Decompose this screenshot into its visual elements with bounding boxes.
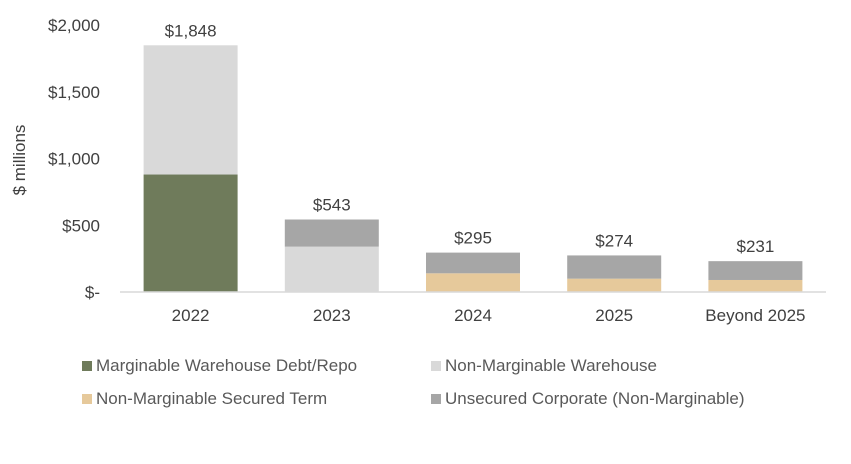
legend: Marginable Warehouse Debt/Repo Non-Margi… <box>82 356 842 420</box>
total-label: $1,848 <box>165 21 217 40</box>
bars <box>143 45 803 292</box>
x-tick-label: 2024 <box>454 306 492 325</box>
legend-label: Non-Marginable Warehouse <box>445 356 657 375</box>
x-tick-label: 2025 <box>595 306 633 325</box>
total-label: $543 <box>313 196 351 215</box>
total-label: $295 <box>454 229 492 248</box>
bar-segment <box>284 219 379 247</box>
y-tick-label: $2,000 <box>48 16 100 35</box>
y-tick-label: $- <box>85 283 100 302</box>
legend-item-non-marginable-secured-term: Non-Marginable Secured Term <box>82 389 327 409</box>
bar-segment <box>143 174 238 292</box>
legend-swatch <box>82 361 92 371</box>
bar-segment <box>426 252 520 274</box>
bar-segment <box>143 45 238 175</box>
x-tick-label: 2022 <box>172 306 210 325</box>
total-labels: $1,848 $543 $295 $274 $231 <box>165 21 775 256</box>
bar-segment <box>426 273 520 292</box>
legend-label: Non-Marginable Secured Term <box>96 389 328 408</box>
legend-item-marginable-warehouse: Marginable Warehouse Debt/Repo <box>82 356 357 376</box>
y-tick-label: $1,500 <box>48 83 100 102</box>
bar-segment <box>567 255 662 279</box>
x-tick-label: 2023 <box>313 306 351 325</box>
y-tick-label: $1,000 <box>48 150 100 169</box>
legend-item-non-marginable-warehouse: Non-Marginable Warehouse <box>431 356 657 376</box>
legend-swatch <box>431 361 441 371</box>
legend-swatch <box>431 394 441 404</box>
y-tick-label: $500 <box>62 216 100 235</box>
total-label: $231 <box>736 237 774 256</box>
legend-swatch <box>82 394 92 404</box>
legend-item-unsecured-corporate: Unsecured Corporate (Non-Marginable) <box>431 389 745 409</box>
x-axis-labels: 2022 2023 2024 2025 Beyond 2025 <box>172 306 806 325</box>
bar-segment <box>708 279 803 292</box>
bar-segment <box>567 278 662 292</box>
y-axis-ticks: $- $500 $1,000 $1,500 $2,000 <box>48 16 100 302</box>
y-axis-label: $ millions <box>10 125 29 196</box>
legend-label: Unsecured Corporate (Non-Marginable) <box>445 389 745 408</box>
bar-segment <box>708 261 803 280</box>
total-label: $274 <box>595 231 633 250</box>
x-tick-label: Beyond 2025 <box>705 306 805 325</box>
legend-label: Marginable Warehouse Debt/Repo <box>96 356 358 375</box>
bar-segment <box>284 246 379 292</box>
